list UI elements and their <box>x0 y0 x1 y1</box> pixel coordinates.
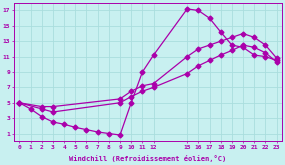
X-axis label: Windchill (Refroidissement éolien,°C): Windchill (Refroidissement éolien,°C) <box>69 155 227 162</box>
